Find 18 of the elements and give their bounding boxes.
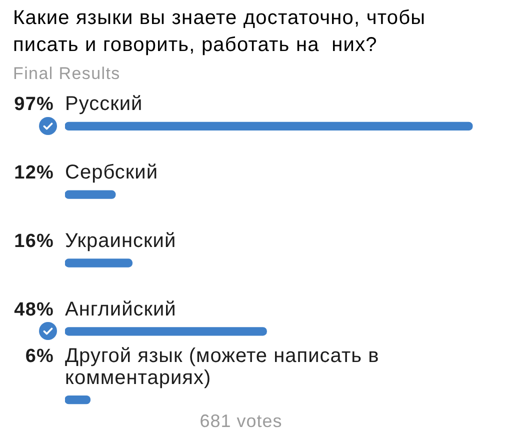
bar [65, 258, 133, 268]
y-tick-label: Русский [65, 93, 143, 116]
bar [65, 190, 116, 199]
y-tick-label: Украинский [65, 230, 176, 252]
data-label: 12% [14, 162, 54, 184]
data-label: 97% [14, 94, 54, 116]
data-label: 48% [14, 299, 54, 320]
chart-subtitle: Final Results [13, 64, 120, 84]
chart-title: Какие языки вы знаете достаточно, чтобы писать и говорить, работать на них? [13, 6, 427, 58]
text: 681 votes [198, 411, 284, 431]
y-tick-label: Сербский [65, 162, 158, 184]
data-label: 16% [14, 231, 54, 252]
y-tick-label: Другой язык (можете написать в комментариях) [65, 344, 380, 389]
bar [65, 122, 473, 131]
bar [65, 327, 267, 336]
y-tick-label: Английский [65, 298, 176, 320]
data-label: 6% [25, 346, 54, 367]
bar [65, 395, 91, 404]
